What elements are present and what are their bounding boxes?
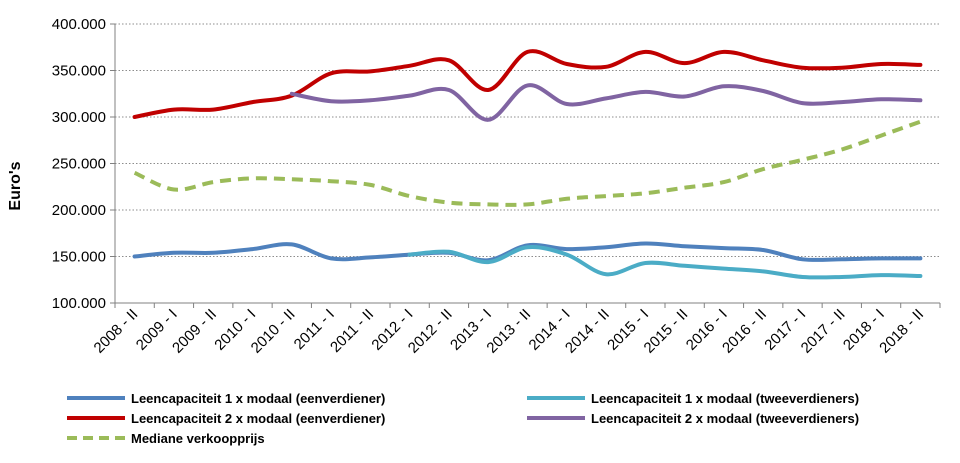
legend-label-0: Leencapaciteit 1 x modaal (eenverdiener) <box>131 391 385 406</box>
y-tick-label: 200.000 <box>52 202 106 219</box>
series-line-2 <box>132 49 923 119</box>
y-tick-label: 100.000 <box>52 295 106 312</box>
y-tick-label: 300.000 <box>52 109 106 126</box>
series-line-4 <box>133 119 922 207</box>
x-tick-label: 2011 - II <box>327 306 377 356</box>
x-tick-label: 2008 - II <box>91 306 142 357</box>
legend: Leencapaciteit 1 x modaal (eenverdiener)… <box>67 391 859 446</box>
axes <box>110 23 941 308</box>
y-tick-label: 150.000 <box>52 249 106 266</box>
legend-label-4: Mediane verkoopprijs <box>131 431 265 446</box>
y-tick-label: 350.000 <box>52 63 106 80</box>
legend-label-2: Leencapaciteit 2 x modaal (eenverdiener) <box>131 411 385 426</box>
x-tick-label: 2018 - II <box>876 306 927 357</box>
x-tick-label: 2017 - II <box>798 306 849 357</box>
legend-label-1: Leencapaciteit 1 x modaal (tweeverdiener… <box>591 391 859 406</box>
x-tick-label: 2012 - II <box>405 306 456 357</box>
series-line-1 <box>407 244 923 280</box>
series-lines <box>132 49 923 280</box>
y-axis-label: Euro's <box>7 161 24 210</box>
y-tick-label: 250.000 <box>52 156 106 173</box>
x-tick-label: 2009 - II <box>169 306 220 357</box>
x-tick-label: 2015 - II <box>641 306 692 357</box>
series-line-3 <box>289 83 923 122</box>
gridlines <box>115 23 940 257</box>
x-tick-label: 2014 - II <box>562 306 613 357</box>
x-tick-label: 2016 - II <box>719 306 770 357</box>
legend-label-3: Leencapaciteit 2 x modaal (tweeverdiener… <box>591 411 859 426</box>
y-tick-labels: 100.000 150.000 200.000 250.000 300.000 350.0… <box>52 16 106 312</box>
x-tick-label: 2013 - II <box>483 306 534 357</box>
x-tick-label: 2010 - II <box>248 306 299 357</box>
y-tick-label: 400.000 <box>52 16 106 33</box>
